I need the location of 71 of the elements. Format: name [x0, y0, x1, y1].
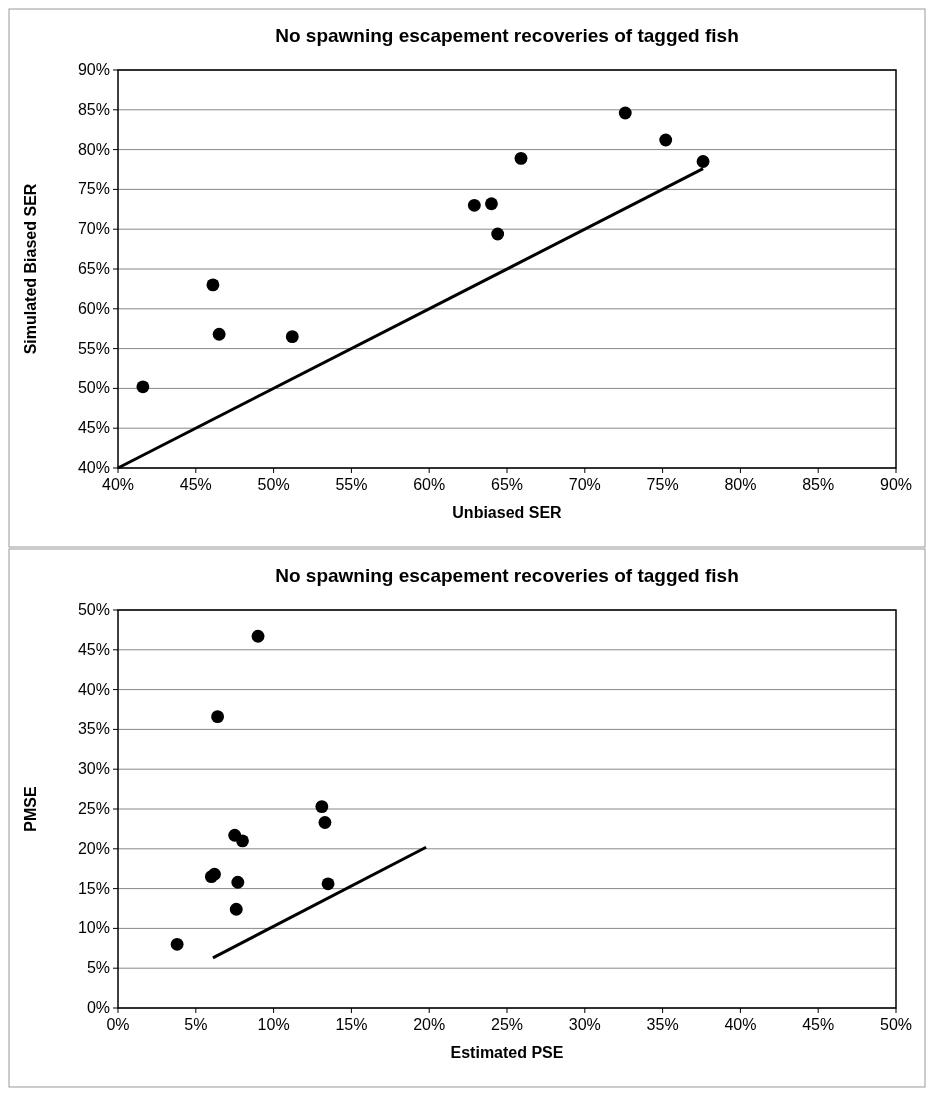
point	[212, 327, 226, 341]
x-tick-label: 40%	[101, 476, 135, 493]
y-tick-label: 0%	[86, 999, 110, 1016]
point	[170, 937, 184, 951]
point	[285, 330, 299, 344]
x-tick-label: 75%	[646, 476, 679, 493]
x-axis-title: Estimated PSE	[450, 1044, 564, 1061]
y-tick-label: 50%	[77, 601, 110, 618]
x-tick-label: 55%	[335, 476, 368, 493]
x-tick-label: 45%	[802, 1016, 835, 1033]
point	[208, 867, 221, 881]
point	[318, 816, 332, 829]
y-axis-title: Simulated Biased SER	[22, 183, 39, 355]
point	[618, 106, 632, 120]
point	[696, 155, 710, 168]
x-tick-label: 25%	[490, 1016, 524, 1033]
x-tick-label: 45%	[179, 476, 212, 493]
point	[467, 198, 481, 212]
y-tick-label: 35%	[77, 720, 110, 738]
x-tick-label: 10%	[257, 1016, 290, 1033]
y-tick-label: 70%	[77, 220, 110, 238]
y-tick-label: 75%	[77, 180, 110, 198]
x-tick-label: 85%	[802, 476, 835, 493]
x-tick-label: 20%	[413, 1016, 446, 1033]
point	[236, 834, 249, 848]
y-tick-label: 60%	[77, 299, 110, 317]
x-tick-label: 0%	[106, 1016, 130, 1033]
chart-title: No spawning escapement recoveries of tagged fish	[275, 565, 739, 586]
point	[136, 380, 150, 394]
x-tick-label: 40%	[724, 1016, 757, 1033]
point	[231, 875, 245, 889]
y-tick-label: 40%	[77, 459, 110, 476]
x-tick-label: 15%	[335, 1016, 368, 1033]
x-tick-label: 90%	[879, 476, 913, 493]
chart-title: No spawning escapement recoveries of tagged fish	[275, 25, 739, 46]
x-tick-label: 30%	[568, 1016, 601, 1033]
x-tick-label: 5%	[184, 1016, 208, 1033]
point	[321, 877, 335, 891]
point	[491, 227, 505, 241]
y-tick-label: 90%	[77, 61, 110, 78]
y-tick-label: 15%	[77, 879, 110, 897]
x-tick-label: 80%	[724, 476, 757, 493]
y-tick-label: 25%	[77, 800, 110, 817]
y-tick-label: 10%	[77, 919, 110, 937]
x-tick-label: 50%	[879, 1016, 913, 1033]
point	[206, 278, 220, 292]
x-tick-label: 70%	[568, 476, 601, 493]
x-axis-title: Unbiased SER	[452, 504, 563, 521]
point	[659, 133, 673, 147]
y-tick-label: 5%	[86, 959, 110, 977]
point	[485, 197, 498, 211]
x-tick-label: 65%	[490, 476, 524, 493]
y-tick-label: 85%	[77, 100, 110, 118]
x-tick-label: 60%	[413, 476, 446, 493]
point	[211, 710, 225, 724]
y-tick-label: 55%	[77, 339, 110, 357]
y-tick-label: 45%	[77, 640, 110, 658]
y-tick-label: 65%	[77, 260, 110, 277]
y-tick-label: 80%	[77, 140, 110, 158]
point	[229, 902, 243, 916]
y-tick-label: 50%	[77, 379, 110, 397]
point	[251, 629, 265, 643]
point	[315, 800, 329, 814]
y-axis-title: PMSE	[22, 786, 39, 832]
y-tick-label: 20%	[77, 839, 110, 857]
point	[514, 151, 528, 165]
y-tick-label: 45%	[77, 419, 110, 437]
x-tick-label: 35%	[646, 1016, 679, 1033]
x-tick-label: 50%	[257, 476, 290, 493]
y-tick-label: 30%	[77, 760, 110, 778]
y-tick-label: 40%	[77, 680, 110, 698]
